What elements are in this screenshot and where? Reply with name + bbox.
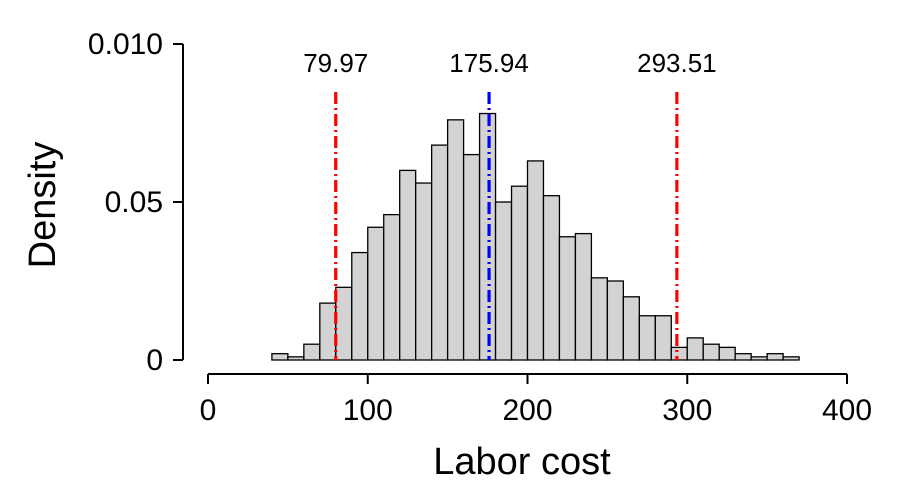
histogram-bar bbox=[351, 251, 369, 361]
y-tick-label: 0 bbox=[146, 344, 163, 377]
x-axis: 0 100 200 300 400 bbox=[200, 373, 872, 427]
x-tick-label: 0 bbox=[200, 394, 217, 427]
histogram-bar bbox=[462, 153, 481, 361]
histogram-bar bbox=[494, 201, 513, 361]
histogram-bar bbox=[399, 169, 417, 361]
histogram-bar bbox=[319, 302, 337, 361]
histogram-bar bbox=[510, 185, 529, 361]
reference-lines: 79.97 175.94 293.51 bbox=[303, 48, 717, 360]
histogram-bar bbox=[766, 353, 784, 361]
histogram-bar bbox=[606, 280, 625, 361]
x-axis-title: Labor cost bbox=[433, 441, 611, 483]
reference-line-label: 293.51 bbox=[637, 48, 717, 78]
histogram-bar bbox=[383, 213, 401, 361]
y-axis-title: Density bbox=[22, 142, 64, 269]
histogram-bar bbox=[542, 195, 561, 361]
histogram-bar bbox=[271, 353, 289, 361]
histogram-bar bbox=[335, 286, 353, 361]
y-axis: 0 0.05 0.010 bbox=[88, 28, 184, 377]
y-tick-label: 0.05 bbox=[105, 186, 163, 219]
y-tick-label: 0.010 bbox=[88, 28, 163, 61]
histogram-bar bbox=[686, 337, 704, 361]
histogram-bar bbox=[734, 353, 752, 361]
histogram-bar bbox=[526, 160, 545, 361]
histogram-bar bbox=[446, 119, 465, 361]
histogram-bar bbox=[638, 315, 656, 361]
histogram-bar bbox=[287, 356, 305, 361]
x-tick-label: 200 bbox=[502, 394, 552, 427]
histogram-bar bbox=[367, 226, 385, 361]
histogram-bar bbox=[430, 144, 449, 361]
histogram-bar bbox=[654, 315, 672, 361]
histogram-bar bbox=[303, 343, 321, 361]
histogram-bars bbox=[271, 112, 800, 361]
histogram-bar bbox=[590, 277, 609, 361]
histogram-bar bbox=[782, 356, 800, 361]
x-tick-label: 300 bbox=[662, 394, 712, 427]
histogram-bar bbox=[702, 343, 720, 361]
histogram-bar bbox=[670, 346, 688, 361]
x-tick-label: 400 bbox=[822, 394, 872, 427]
reference-line-label: 79.97 bbox=[303, 48, 368, 78]
histogram-bar bbox=[415, 182, 433, 361]
histogram-bar bbox=[750, 356, 768, 361]
histogram-bar bbox=[622, 296, 640, 361]
reference-line-label: 175.94 bbox=[449, 48, 529, 78]
x-tick-label: 100 bbox=[343, 394, 393, 427]
histogram-bar bbox=[558, 236, 577, 361]
histogram-bar bbox=[718, 346, 736, 361]
histogram-bar bbox=[574, 232, 593, 361]
